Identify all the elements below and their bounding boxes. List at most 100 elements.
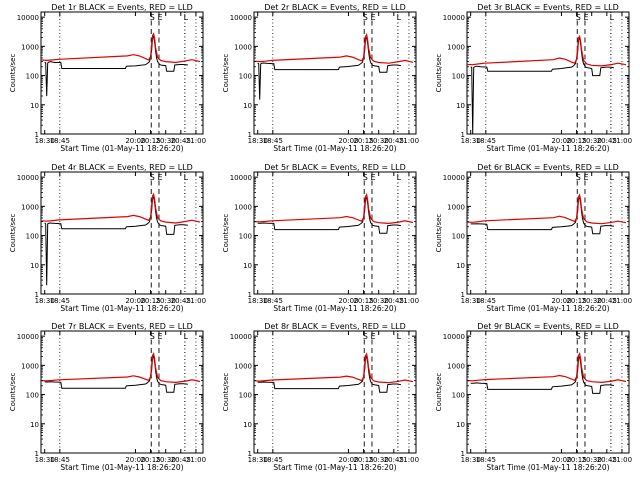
plot-frame: [253, 171, 417, 295]
marker-label-s: S: [150, 13, 155, 22]
x-tick-label: 20:30: [156, 456, 176, 464]
y-tick-label: 1000: [447, 203, 465, 211]
x-tick-label: 20:45: [171, 456, 191, 464]
marker-label-s: S: [576, 13, 581, 22]
marker-label-e: E: [157, 173, 162, 182]
y-tick-label: 1000: [21, 43, 39, 51]
x-tick-label: 20:00: [551, 456, 571, 464]
y-tick-label: 100: [26, 392, 39, 400]
series-lld-line: [254, 193, 414, 225]
x-tick-label: 21:00: [186, 137, 206, 145]
x-tick-label: 20:15: [566, 137, 586, 145]
y-tick-label: 10000: [443, 14, 465, 22]
x-tick-label: 18:30: [461, 137, 481, 145]
y-tick-label: 100: [452, 233, 465, 241]
y-tick-label: 1: [35, 291, 39, 299]
y-tick-label: 10: [456, 102, 465, 110]
series-lld-line: [254, 33, 414, 64]
plot-frame: [253, 330, 417, 454]
marker-label-l: L: [184, 13, 189, 22]
marker-label-e: E: [583, 332, 588, 341]
y-tick-label: 100: [452, 73, 465, 81]
x-tick-label: 18:45: [476, 456, 496, 464]
y-tick-label: 10: [456, 262, 465, 270]
x-tick-label: 18:30: [248, 297, 268, 305]
y-tick-label: 100: [452, 392, 465, 400]
x-tick-label: 18:45: [476, 137, 496, 145]
x-tick-label: 20:15: [566, 456, 586, 464]
x-axis-label: Start Time (01-May-11 18:26:20): [486, 463, 609, 472]
series-events-line: [470, 196, 614, 235]
series-events-line: [470, 355, 614, 394]
x-tick-label: 21:00: [399, 297, 419, 305]
plot-frame: [466, 11, 630, 135]
x-axis-label: Start Time (01-May-11 18:26:20): [273, 463, 396, 472]
y-tick-label: 1: [461, 291, 465, 299]
y-tick-label: 100: [239, 233, 252, 241]
x-tick-label: 20:45: [171, 297, 191, 305]
series-events-line: [257, 355, 401, 393]
panel-title: Det 1r BLACK = Events, RED = LLD: [51, 3, 193, 12]
x-tick-label: 18:45: [50, 297, 70, 305]
x-tick-label: 20:15: [353, 297, 373, 305]
x-axis-label: Start Time (01-May-11 18:26:20): [273, 304, 396, 313]
x-tick-label: 20:15: [353, 456, 373, 464]
marker-label-e: E: [370, 173, 375, 182]
x-tick-label: 20:00: [338, 137, 358, 145]
marker-label-l: L: [184, 332, 189, 341]
series-lld-line: [467, 193, 627, 225]
x-tick-label: 20:00: [338, 297, 358, 305]
x-tick-label: 20:00: [551, 137, 571, 145]
x-tick-label: 20:45: [597, 456, 617, 464]
marker-label-e: E: [157, 13, 162, 22]
x-tick-label: 20:45: [171, 137, 191, 145]
marker-label-s: S: [363, 13, 368, 22]
x-tick-label: 20:00: [125, 297, 145, 305]
y-tick-label: 100: [26, 233, 39, 241]
x-tick-label: 18:30: [35, 137, 55, 145]
y-tick-label: 10: [243, 421, 252, 429]
y-tick-label: 10: [30, 102, 39, 110]
x-tick-label: 18:45: [263, 297, 283, 305]
y-tick-label: 1000: [234, 43, 252, 51]
x-axis-label: Start Time (01-May-11 18:26:20): [486, 304, 609, 313]
y-tick-label: 10: [243, 102, 252, 110]
y-tick-label: 100: [239, 73, 252, 81]
y-tick-label: 1000: [234, 203, 252, 211]
plot-frame: [466, 330, 630, 454]
series-lld-line: [41, 352, 201, 384]
marker-label-l: L: [397, 173, 402, 182]
series-events-line: [44, 195, 188, 286]
x-tick-label: 18:45: [476, 297, 496, 305]
y-axis-label: Counts/sec: [222, 214, 230, 253]
marker-label-l: L: [610, 13, 615, 22]
y-axis-label: Counts/sec: [435, 214, 443, 253]
x-tick-label: 21:00: [399, 137, 419, 145]
y-axis-label: Counts/sec: [9, 214, 17, 253]
x-tick-label: 18:45: [263, 137, 283, 145]
y-tick-label: 10: [30, 421, 39, 429]
y-tick-label: 1000: [447, 43, 465, 51]
x-tick-label: 20:30: [369, 137, 389, 145]
x-axis-label: Start Time (01-May-11 18:26:20): [60, 144, 183, 153]
y-tick-label: 1: [248, 450, 252, 458]
y-tick-label: 1: [461, 131, 465, 139]
panel-title: Det 5r BLACK = Events, RED = LLD: [264, 163, 406, 172]
marker-label-l: L: [184, 173, 189, 182]
plot-frame: [40, 171, 204, 295]
panel-title: Det 3r BLACK = Events, RED = LLD: [477, 3, 619, 12]
x-tick-label: 21:00: [399, 456, 419, 464]
series-lld-line: [41, 192, 201, 224]
marker-label-s: S: [150, 332, 155, 341]
x-axis-label: Start Time (01-May-11 18:26:20): [486, 144, 609, 153]
x-tick-label: 20:15: [140, 137, 160, 145]
marker-label-l: L: [397, 332, 402, 341]
panel-title: Det 9r BLACK = Events, RED = LLD: [477, 322, 619, 331]
plot-frame: [40, 11, 204, 135]
